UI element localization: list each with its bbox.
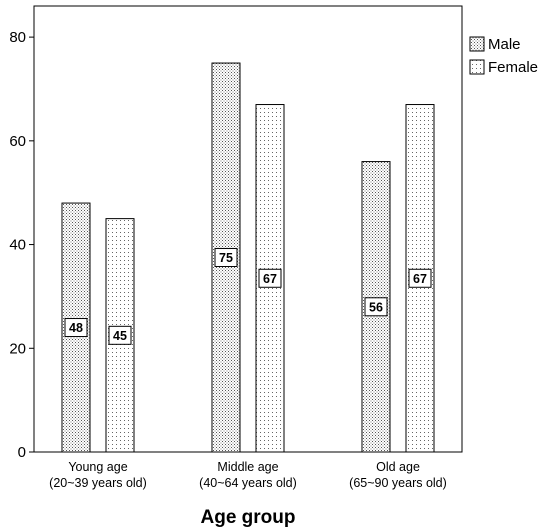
x-category-label: (20~39 years old) xyxy=(49,476,147,490)
x-category-label: Middle age xyxy=(217,460,278,474)
legend-swatch-female xyxy=(469,59,485,75)
legend: Male Female xyxy=(469,36,538,76)
data-label-box xyxy=(408,268,432,288)
data-label: 75 xyxy=(219,251,233,265)
legend-swatch-male xyxy=(469,36,485,52)
y-tick-label: 40 xyxy=(9,237,26,254)
legend-label-female: Female xyxy=(488,59,538,76)
y-tick-label: 80 xyxy=(9,29,26,46)
y-tick-label: 0 xyxy=(18,444,26,461)
data-label: 67 xyxy=(263,272,277,286)
x-category-label: (65~90 years old) xyxy=(349,476,447,490)
x-axis-title: Age group xyxy=(201,507,296,528)
category-labels: Young age (20~39 years old) Middle age (40~… xyxy=(49,460,447,490)
x-category-label: Young age xyxy=(68,460,127,474)
x-category-label: (40~64 years old) xyxy=(199,476,297,490)
plot-frame xyxy=(33,5,463,453)
data-label-box xyxy=(214,248,238,268)
data-label: 56 xyxy=(369,300,383,314)
data-label-box xyxy=(364,297,388,317)
data-label-box xyxy=(108,325,132,345)
data-label-box xyxy=(258,268,282,288)
data-label: 45 xyxy=(113,329,127,343)
x-category-label: Old age xyxy=(376,460,420,474)
bars: 48 75 56 45 67 67 xyxy=(61,62,435,453)
y-axis: 0 20 40 60 80 xyxy=(9,29,34,461)
y-tick-label: 20 xyxy=(9,340,26,357)
data-label: 67 xyxy=(413,272,427,286)
y-tick-label: 60 xyxy=(9,133,26,150)
data-label: 48 xyxy=(69,321,83,335)
legend-label-male: Male xyxy=(488,36,521,53)
data-label-box xyxy=(64,318,88,338)
